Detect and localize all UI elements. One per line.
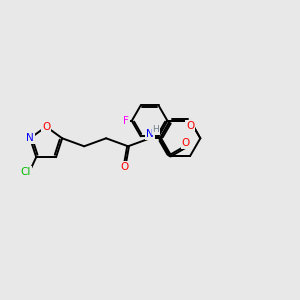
- Text: N: N: [26, 133, 34, 143]
- Text: O: O: [121, 162, 129, 172]
- Text: O: O: [182, 138, 190, 148]
- Text: F: F: [123, 116, 129, 126]
- Text: O: O: [186, 121, 194, 131]
- Text: O: O: [42, 122, 50, 132]
- Text: N: N: [146, 129, 154, 139]
- Text: Cl: Cl: [20, 167, 31, 177]
- Text: H: H: [152, 125, 159, 134]
